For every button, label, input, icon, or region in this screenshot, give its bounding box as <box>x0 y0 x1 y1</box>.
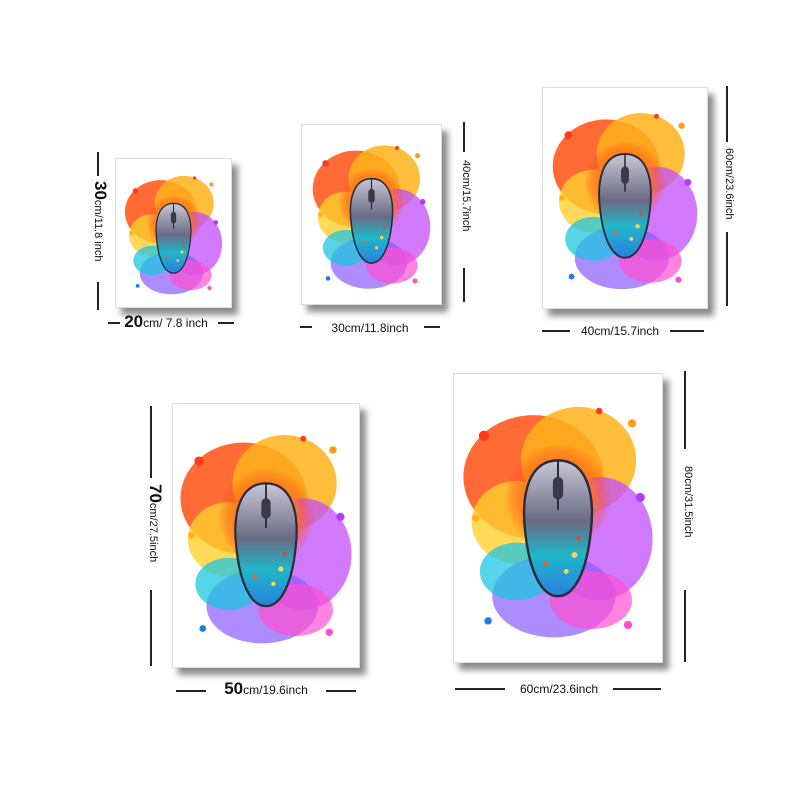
width-main: 20 <box>124 312 144 331</box>
width-line <box>326 690 356 692</box>
height-line <box>684 590 686 662</box>
height-rest: cm/27.5inch <box>147 502 159 563</box>
poster-artwork <box>454 374 662 662</box>
height-line <box>726 232 728 306</box>
width-line <box>670 330 704 332</box>
width-label: 60cm/23.6inch <box>520 681 598 696</box>
width-rest: 30cm/11.8inch <box>331 321 409 335</box>
width-line <box>613 688 661 690</box>
poster-20x30 <box>115 158 232 308</box>
width-rest: cm/ 7.8 inch <box>143 316 208 330</box>
poster-artwork <box>116 159 231 307</box>
height-rest: 80cm/31.5inch <box>682 466 694 538</box>
width-line <box>108 322 120 324</box>
height-line <box>463 122 465 152</box>
height-label: 40cm/15.7inch <box>459 160 475 232</box>
width-line <box>300 326 312 328</box>
height-line <box>150 406 152 478</box>
poster-artwork <box>173 404 359 667</box>
height-line <box>463 268 465 302</box>
poster-40x60 <box>542 87 708 309</box>
width-line <box>176 690 206 692</box>
height-main: 70 <box>146 484 165 503</box>
height-label: 80cm/31.5inch <box>681 466 697 538</box>
poster-artwork <box>302 125 441 304</box>
poster-artwork <box>543 88 707 308</box>
poster-60x80 <box>453 373 663 663</box>
height-label: 70cm/27.5inch <box>146 484 165 563</box>
width-line <box>542 330 570 332</box>
width-main: 50 <box>224 679 244 698</box>
poster-30x40 <box>301 124 442 305</box>
width-label: 40cm/15.7inch <box>581 323 659 338</box>
height-label: 60cm/23.6inch <box>722 148 738 220</box>
height-line <box>150 590 152 666</box>
width-line <box>424 326 440 328</box>
width-rest: cm/19.6inch <box>243 683 308 697</box>
height-line <box>97 282 99 310</box>
width-label: 20cm/ 7.8 inch <box>124 312 208 331</box>
width-line <box>455 688 505 690</box>
height-label: 30cm/11.8 inch <box>91 181 110 262</box>
height-line <box>684 371 686 449</box>
poster-50x70 <box>172 403 360 668</box>
height-rest: cm/11.8 inch <box>92 199 104 262</box>
height-main: 30 <box>91 181 110 200</box>
height-rest: 60cm/23.6inch <box>723 148 735 220</box>
height-line <box>726 86 728 142</box>
width-rest: 60cm/23.6inch <box>519 682 599 696</box>
height-line <box>97 152 99 176</box>
width-line <box>218 322 234 324</box>
width-label: 50cm/19.6inch <box>224 679 308 698</box>
width-label: 30cm/11.8inch <box>331 320 408 335</box>
width-rest: 40cm/15.7inch <box>580 324 660 338</box>
height-rest: 40cm/15.7inch <box>460 160 472 232</box>
